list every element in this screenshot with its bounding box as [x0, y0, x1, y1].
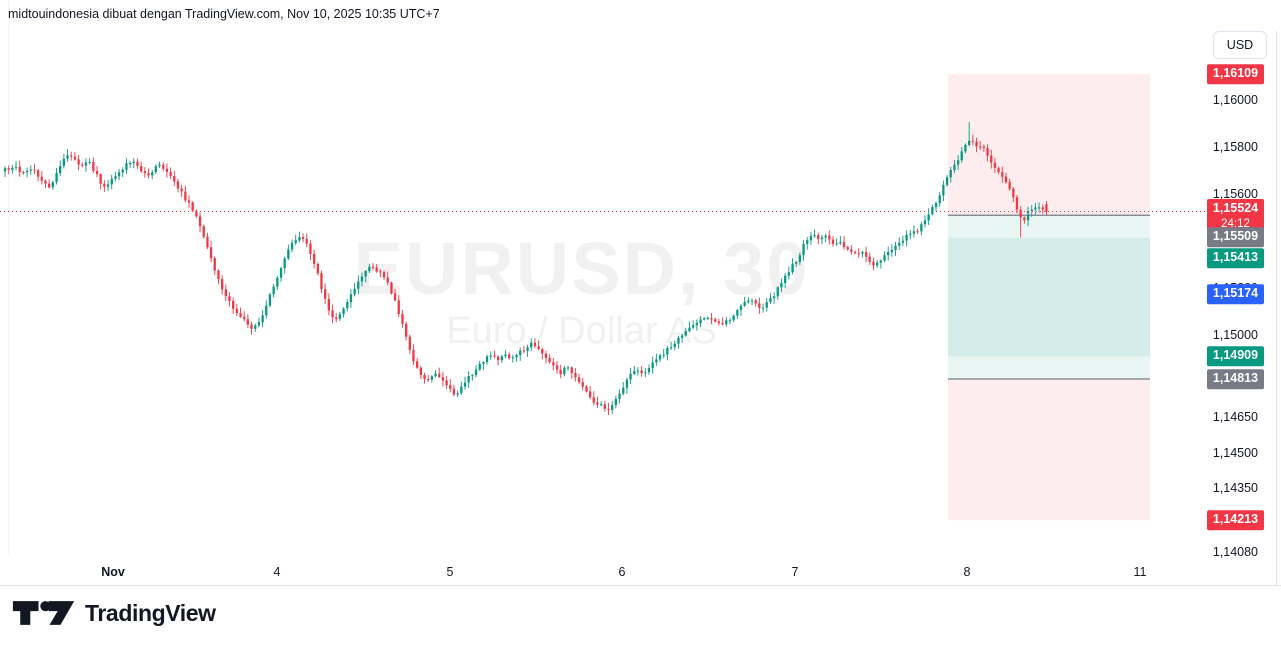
candlestick-chart[interactable] — [0, 0, 1163, 585]
time-tick: Nov — [101, 565, 125, 579]
price-badge-value: 1,14813 — [1212, 371, 1259, 386]
time-tick: 8 — [963, 565, 971, 579]
price-tick: 1,15800 — [1212, 139, 1258, 154]
price-badge-long-entry-price: 1,14813 — [1207, 369, 1264, 389]
price-badge-value: 1,15509 — [1212, 229, 1259, 244]
position-long-stop-zone — [948, 379, 1150, 521]
price-badge-short-entry-price: 1,15509 — [1207, 227, 1264, 247]
position-short-profit-zone — [948, 215, 1150, 357]
price-tick: 1,14500 — [1212, 445, 1258, 460]
price-badge-price-level: 1,15174 — [1207, 284, 1264, 304]
price-badge-value: 1,15413 — [1212, 250, 1259, 265]
chart-attribution: midtouindonesia dibuat dengan TradingVie… — [8, 7, 440, 21]
price-tick: 1,14350 — [1212, 480, 1258, 495]
price-tick: 1,16000 — [1212, 92, 1258, 107]
time-axis[interactable]: Nov 4 5 6 7 8 11 — [0, 557, 1163, 585]
price-tick: 1,14650 — [1212, 410, 1258, 425]
position-drag-handle[interactable] — [1023, 211, 1044, 218]
price-badge-short-target-price: 1,14909 — [1207, 346, 1264, 367]
price-tick: 1,15600 — [1212, 186, 1258, 201]
time-tick: 7 — [791, 565, 799, 579]
position-short-stop-zone — [948, 74, 1150, 216]
price-tick: 1,14080 — [1212, 544, 1258, 559]
time-tick: 6 — [618, 565, 626, 579]
price-badge-value: 1,16109 — [1212, 66, 1259, 81]
axis-right-separator — [1276, 31, 1277, 585]
time-tick: 4 — [273, 565, 281, 579]
tradingview-logo[interactable]: TradingView — [12, 599, 216, 627]
candles — [3, 122, 1048, 415]
price-tick: 1,15000 — [1212, 328, 1258, 342]
time-tick: 5 — [446, 565, 454, 579]
price-badge-value: 1,14213 — [1212, 512, 1259, 527]
countdown-timer: 24:12 — [1221, 217, 1250, 230]
price-badge-long-stop-price: 1,14213 — [1207, 510, 1264, 530]
bottom-separator — [0, 585, 1281, 586]
currency-toggle-button[interactable]: USD — [1213, 31, 1267, 59]
last-price-dotted-line — [0, 211, 1210, 212]
price-axis[interactable]: 1,160001,158001,156001,152001,150001,146… — [1163, 0, 1281, 585]
position-long-profit-zone — [948, 237, 1150, 379]
price-badge-value: 1,15524 — [1212, 201, 1259, 215]
price-badge-value: 1,14909 — [1212, 348, 1259, 363]
tradingview-logo-text: TradingView — [85, 599, 216, 626]
price-badge-value: 1,15174 — [1212, 286, 1259, 301]
price-badge-short-stop-price: 1,16109 — [1207, 64, 1264, 84]
time-tick: 11 — [1133, 565, 1147, 579]
tradingview-logo-icon — [12, 601, 75, 625]
price-badge-long-target-price: 1,15413 — [1207, 248, 1264, 268]
